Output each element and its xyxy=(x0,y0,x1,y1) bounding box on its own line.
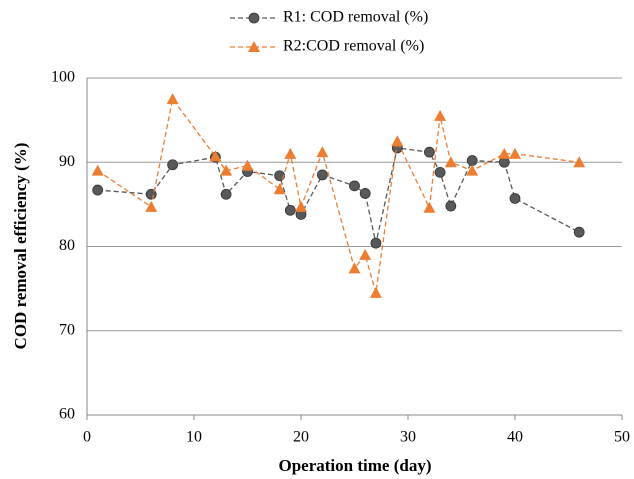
series-line xyxy=(97,97,580,294)
marker xyxy=(434,109,447,121)
marker xyxy=(273,183,286,195)
x-tick-label: 20 xyxy=(293,429,309,446)
y-tick-label: 70 xyxy=(59,321,75,338)
marker xyxy=(369,286,382,298)
marker xyxy=(220,164,233,176)
marker xyxy=(391,135,404,147)
marker xyxy=(498,147,511,159)
x-tick-label: 50 xyxy=(614,429,630,446)
x-tick-label: 10 xyxy=(186,429,202,446)
marker xyxy=(423,146,435,158)
marker xyxy=(466,164,479,176)
marker xyxy=(145,200,158,212)
x-axis-title: Operation time (day) xyxy=(279,456,432,475)
marker xyxy=(509,147,521,159)
x-tick-label: 0 xyxy=(83,429,91,446)
marker xyxy=(466,155,478,166)
legend-label: R1: COD removal (%) xyxy=(283,9,428,26)
y-tick-label: 100 xyxy=(51,69,75,86)
marker xyxy=(573,156,586,168)
marker xyxy=(167,159,179,171)
marker xyxy=(284,204,296,216)
marker xyxy=(349,180,360,192)
marker xyxy=(445,200,457,212)
marker xyxy=(573,226,585,238)
marker xyxy=(359,248,372,260)
marker xyxy=(316,169,328,181)
marker xyxy=(91,164,104,176)
legend-marker xyxy=(248,12,260,24)
y-tick-label: 60 xyxy=(59,406,75,423)
marker xyxy=(509,193,521,204)
marker xyxy=(434,166,446,178)
marker xyxy=(284,147,297,159)
marker xyxy=(166,93,179,105)
marker xyxy=(92,184,104,196)
marker xyxy=(316,146,329,158)
marker xyxy=(241,159,254,171)
marker xyxy=(274,170,286,182)
y-tick-label: 80 xyxy=(59,237,75,254)
marker xyxy=(220,188,232,200)
marker xyxy=(359,188,371,199)
legend-label: R2:COD removal (%) xyxy=(283,38,424,55)
y-tick-label: 90 xyxy=(59,153,75,170)
marker xyxy=(370,237,382,249)
y-axis-title: COD removal efficiency (%) xyxy=(11,143,30,350)
marker xyxy=(209,150,222,162)
x-tick-label: 40 xyxy=(507,429,523,446)
marker xyxy=(423,201,436,213)
legend-marker xyxy=(248,41,260,52)
marker xyxy=(295,200,307,212)
x-tick-label: 30 xyxy=(400,429,416,446)
marker xyxy=(348,262,361,274)
marker xyxy=(444,156,457,168)
